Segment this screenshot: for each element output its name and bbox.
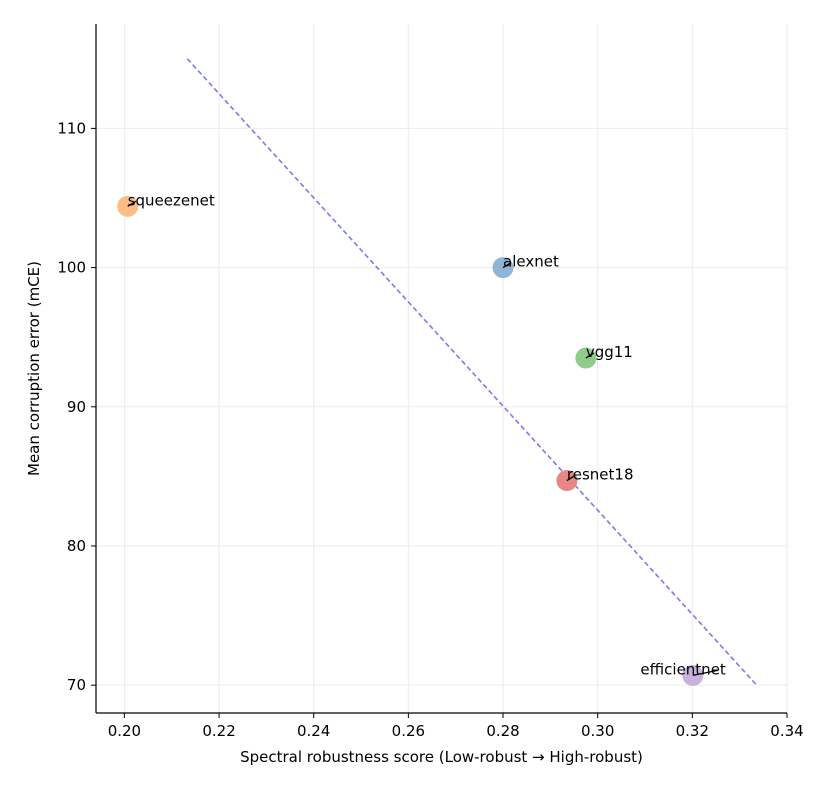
y-axis-title: Mean corruption error (mCE) — [25, 261, 43, 476]
x-tick-label-1: 0.22 — [202, 722, 235, 740]
y-tick-label-4: 110 — [57, 119, 86, 137]
x-tick-label-6: 0.32 — [676, 722, 709, 740]
x-tick-label-4: 0.28 — [486, 722, 519, 740]
y-tick-label-1: 80 — [67, 537, 86, 555]
label-leader-alexnet — [502, 262, 512, 269]
trend-line — [186, 58, 758, 686]
y-axis-ticks: 70 80 90 100 110 — [57, 119, 96, 694]
point-squeezenet — [117, 195, 139, 217]
x-tick-label-5: 0.30 — [581, 722, 614, 740]
x-tick-label-3: 0.26 — [392, 722, 425, 740]
point-label-efficientnet: efficientnet — [640, 660, 725, 678]
point-label-alexnet: alexnet — [503, 253, 559, 271]
x-tick-label-2: 0.24 — [297, 722, 330, 740]
label-leader-resnet18 — [566, 474, 576, 482]
grid-lines — [96, 24, 788, 713]
point-label-resnet18: resnet18 — [567, 466, 634, 484]
point-label-squeezenet: squeezenet — [128, 191, 215, 209]
y-tick-label-3: 100 — [57, 259, 86, 277]
data-points: alexnet squeezenet vgg11 resnet18 efficientn… — [117, 191, 726, 686]
y-tick-label-2: 90 — [67, 398, 86, 416]
x-tick-label-0: 0.20 — [108, 722, 141, 740]
axes — [95, 24, 787, 714]
label-leader-vgg11 — [585, 352, 595, 359]
label-leader-efficientnet — [692, 669, 718, 677]
x-axis-title: Spectral robustness score (Low-robust → … — [240, 748, 643, 766]
label-leader-squeezenet — [127, 200, 137, 207]
x-tick-label-7: 0.34 — [770, 722, 803, 740]
x-axis-ticks: 0.20 0.22 0.24 0.26 0.28 0.30 0.32 0.34 — [108, 713, 804, 740]
point-label-vgg11: vgg11 — [586, 343, 633, 361]
y-tick-label-0: 70 — [67, 676, 86, 694]
